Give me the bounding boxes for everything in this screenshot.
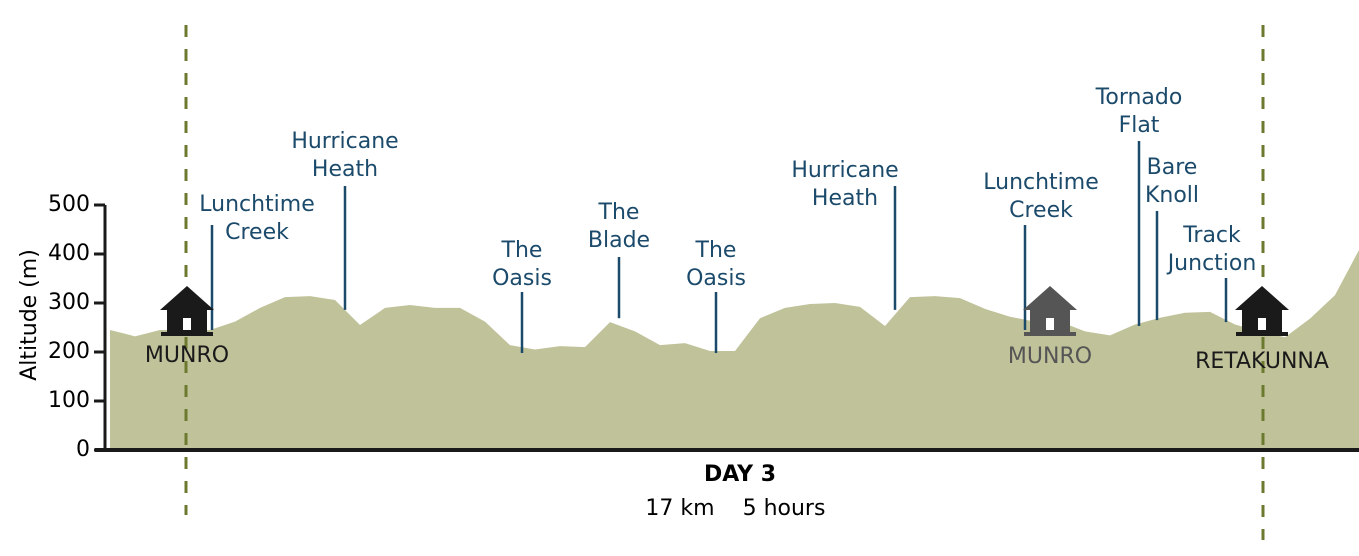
landmark-label: Creek xyxy=(225,220,289,245)
hut-roof xyxy=(1023,286,1077,310)
landmark-label: Flat xyxy=(1119,113,1160,138)
subtitle: 17 km xyxy=(645,496,714,521)
elevation-area xyxy=(110,250,1359,450)
hut-label: RETAKUNNA xyxy=(1195,349,1329,374)
hut-icon xyxy=(1235,286,1289,336)
landmark-label: Knoll xyxy=(1145,183,1199,208)
landmark-label: The xyxy=(501,238,543,263)
y-tick-label: 200 xyxy=(48,339,90,364)
hut-door xyxy=(183,318,191,330)
landmark-label: Tornado xyxy=(1095,85,1183,110)
y-tick-label: 100 xyxy=(48,388,90,413)
y-tick-label: 300 xyxy=(48,290,90,315)
landmark-label: Heath xyxy=(312,157,378,182)
chart-title: DAY 3 xyxy=(704,462,776,487)
subtitle: 5 hours xyxy=(743,496,826,521)
hut-roof xyxy=(160,286,214,310)
landmark-label: Lunchtime xyxy=(983,170,1099,195)
hut-door xyxy=(1258,318,1266,330)
landmark-label: Bare xyxy=(1147,155,1198,180)
landmark-label: Track xyxy=(1182,223,1241,248)
hut-icon xyxy=(160,286,214,336)
landmark-label: Hurricane xyxy=(791,158,898,183)
landmark-label: Creek xyxy=(1009,198,1073,223)
hut-roof xyxy=(1235,286,1289,310)
hut-label: MUNRO xyxy=(1008,344,1092,369)
y-tick-label: 500 xyxy=(48,192,90,217)
hut-icon xyxy=(1023,286,1077,336)
landmark-label: Oasis xyxy=(492,266,552,291)
landmark-label: Oasis xyxy=(686,266,746,291)
landmark-label: Blade xyxy=(588,228,650,253)
hut-base xyxy=(161,332,213,336)
y-tick-label: 0 xyxy=(76,437,90,462)
landmark-label: Hurricane xyxy=(291,129,398,154)
landmark-label: Lunchtime xyxy=(199,192,315,217)
hut-base xyxy=(1236,332,1288,336)
landmark-label: The xyxy=(695,238,737,263)
hut-base xyxy=(1024,332,1076,336)
y-axis-label: Altitude (m) xyxy=(17,249,42,381)
hut-label: MUNRO xyxy=(145,343,229,368)
landmark-label: Heath xyxy=(812,186,878,211)
hut-door xyxy=(1046,318,1054,330)
landmark-label: The xyxy=(598,200,640,225)
landmark-label: Junction xyxy=(1166,251,1257,276)
y-tick-label: 400 xyxy=(48,241,90,266)
